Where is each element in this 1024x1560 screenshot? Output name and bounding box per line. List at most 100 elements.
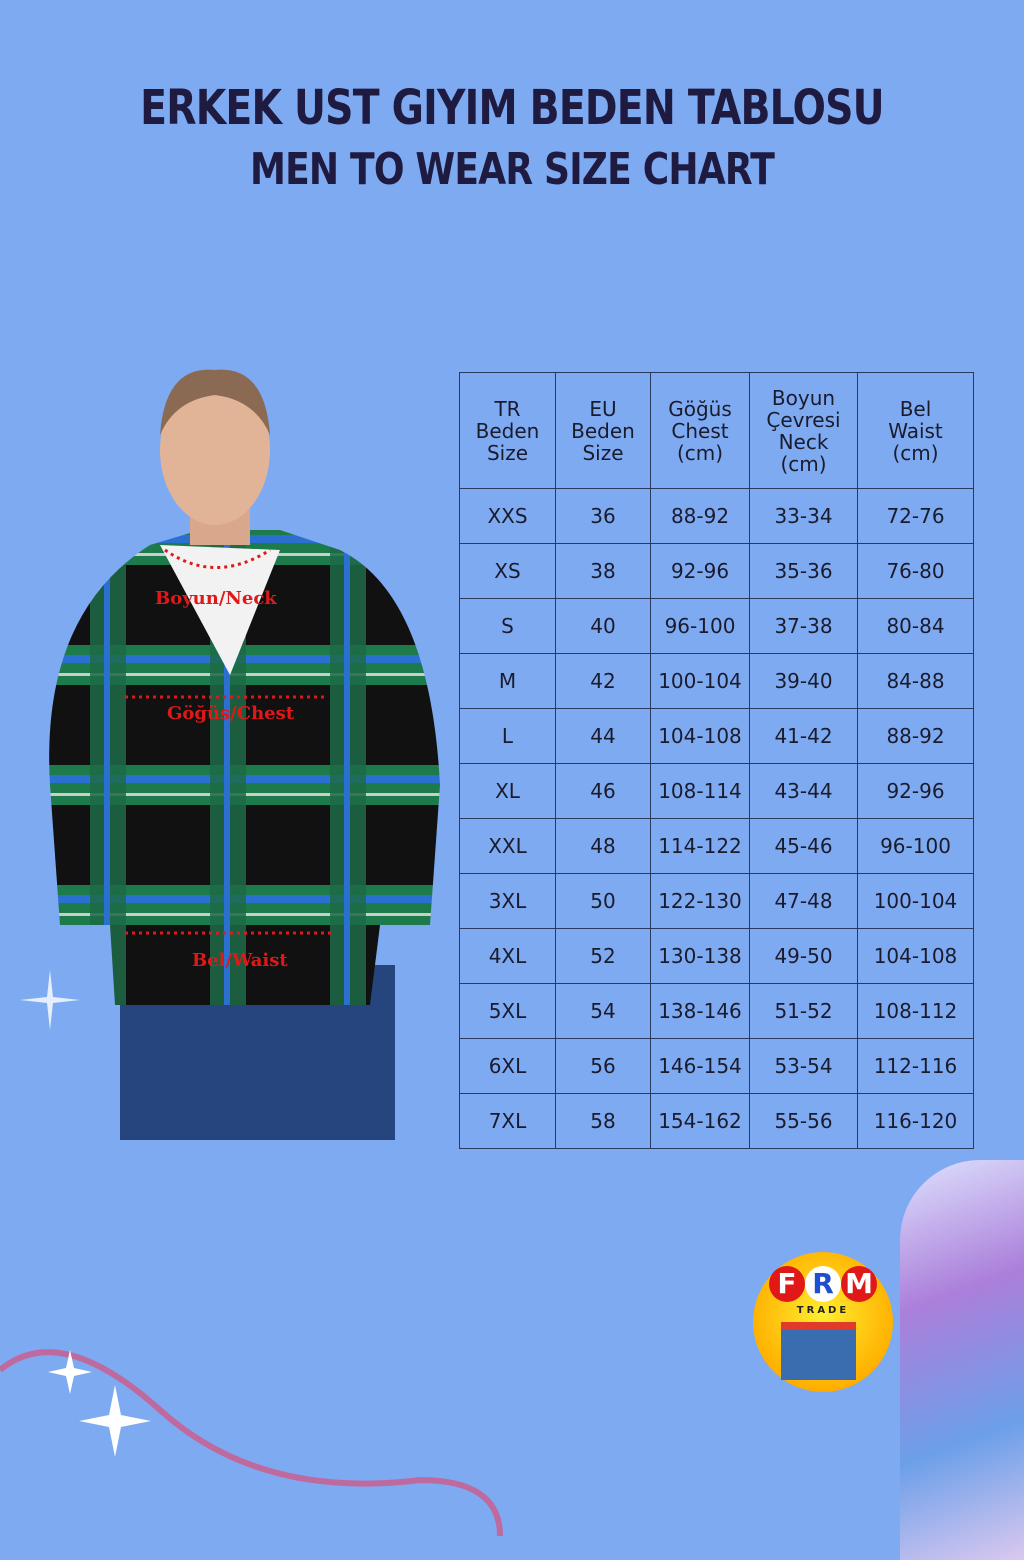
column-header: Göğüs Chest (cm) xyxy=(650,372,750,489)
frm-trade-logo: F R M TRADE xyxy=(753,1252,893,1392)
table-cell: 88-92 xyxy=(650,488,750,544)
table-cell: 44 xyxy=(555,708,651,764)
shop-icon xyxy=(781,1322,856,1380)
table-cell: 42 xyxy=(555,653,651,709)
table-cell: 56 xyxy=(555,1038,651,1094)
table-cell: 3XL xyxy=(459,873,556,929)
sparkle-icon xyxy=(20,970,80,1030)
column-header-line: Neck xyxy=(778,429,829,454)
size-chart-table: TR Beden Size EU Beden Size Göğüs Chest (cm) Boyu… xyxy=(459,372,974,1149)
table-row: 5XL 54 138-146 51-52 108-112 xyxy=(459,983,974,1039)
table-cell: 108-114 xyxy=(650,763,750,819)
table-cell: 80-84 xyxy=(857,598,974,654)
table-cell: 122-130 xyxy=(650,873,750,929)
table-cell: 130-138 xyxy=(650,928,750,984)
neck-measure-label: Boyun/Neck xyxy=(155,588,277,609)
table-cell: 55-56 xyxy=(749,1093,858,1149)
table-cell: L xyxy=(459,708,556,764)
column-header-line: TR xyxy=(494,396,521,421)
column-header-line: (cm) xyxy=(780,451,827,476)
sparkle-icon xyxy=(79,1385,151,1457)
table-cell: 96-100 xyxy=(650,598,750,654)
page-subtitle: MEN TO WEAR SIZE CHART xyxy=(250,144,775,195)
table-cell: XXL xyxy=(459,818,556,874)
column-header-line: Çevresi xyxy=(766,407,841,432)
table-row: 7XL 58 154-162 55-56 116-120 xyxy=(459,1093,974,1149)
column-header-line: Size xyxy=(582,440,624,465)
table-row: 6XL 56 146-154 53-54 112-116 xyxy=(459,1038,974,1094)
table-cell: 108-112 xyxy=(857,983,974,1039)
table-cell: 100-104 xyxy=(857,873,974,929)
column-header-line: Bel xyxy=(899,396,932,421)
table-row: L 44 104-108 41-42 88-92 xyxy=(459,708,974,764)
column-header-line: Chest xyxy=(671,418,729,443)
table-cell: 45-46 xyxy=(749,818,858,874)
table-cell: 52 xyxy=(555,928,651,984)
table-cell: 146-154 xyxy=(650,1038,750,1094)
table-cell: 49-50 xyxy=(749,928,858,984)
table-cell: 4XL xyxy=(459,928,556,984)
waist-measure-label: Bel/Waist xyxy=(192,950,288,971)
table-cell: 72-76 xyxy=(857,488,974,544)
logo-letter: F xyxy=(769,1266,805,1302)
logo-letter: M xyxy=(841,1266,877,1302)
table-cell: 43-44 xyxy=(749,763,858,819)
table-cell: 35-36 xyxy=(749,543,858,599)
table-cell: 100-104 xyxy=(650,653,750,709)
table-cell: 114-122 xyxy=(650,818,750,874)
chest-measure-label: Göğüs/Chest xyxy=(167,703,295,724)
table-cell: 39-40 xyxy=(749,653,858,709)
table-cell: 6XL xyxy=(459,1038,556,1094)
table-cell: 38 xyxy=(555,543,651,599)
column-header-line: Boyun xyxy=(771,385,836,410)
table-cell: 37-38 xyxy=(749,598,858,654)
table-cell: 41-42 xyxy=(749,708,858,764)
table-cell: 104-108 xyxy=(857,928,974,984)
page-title: ERKEK UST GIYIM BEDEN TABLOSU xyxy=(140,80,884,136)
table-row: XXL 48 114-122 45-46 96-100 xyxy=(459,818,974,874)
table-cell: 51-52 xyxy=(749,983,858,1039)
logo-subtitle: TRADE xyxy=(796,1305,850,1316)
table-cell: 33-34 xyxy=(749,488,858,544)
table-cell: 138-146 xyxy=(650,983,750,1039)
table-row: 4XL 52 130-138 49-50 104-108 xyxy=(459,928,974,984)
table-cell: 47-48 xyxy=(749,873,858,929)
decorative-wave xyxy=(0,1349,503,1536)
column-header-line: (cm) xyxy=(892,440,939,465)
column-header: Bel Waist (cm) xyxy=(857,372,974,489)
column-header-line: EU xyxy=(589,396,617,421)
table-cell: 116-120 xyxy=(857,1093,974,1149)
column-header-line: Beden xyxy=(475,418,540,443)
column-header-line: Beden xyxy=(571,418,635,443)
column-header-line: Waist xyxy=(888,418,943,443)
table-row: 3XL 50 122-130 47-48 100-104 xyxy=(459,873,974,929)
table-cell: 5XL xyxy=(459,983,556,1039)
table-cell: 104-108 xyxy=(650,708,750,764)
table-cell: M xyxy=(459,653,556,709)
table-cell: 7XL xyxy=(459,1093,556,1149)
table-cell: 54 xyxy=(555,983,651,1039)
column-header: TR Beden Size xyxy=(459,372,556,489)
table-row: XS 38 92-96 35-36 76-80 xyxy=(459,543,974,599)
table-row: S 40 96-100 37-38 80-84 xyxy=(459,598,974,654)
table-cell: 92-96 xyxy=(857,763,974,819)
decorative-holographic-shape xyxy=(900,1160,1024,1560)
column-header-line: (cm) xyxy=(676,440,724,465)
table-cell: 92-96 xyxy=(650,543,750,599)
table-cell: 96-100 xyxy=(857,818,974,874)
table-cell: 48 xyxy=(555,818,651,874)
table-cell: 88-92 xyxy=(857,708,974,764)
table-cell: S xyxy=(459,598,556,654)
table-row: XXS 36 88-92 33-34 72-76 xyxy=(459,488,974,544)
logo-letter: R xyxy=(805,1266,841,1302)
column-header-line: Size xyxy=(486,440,529,465)
column-header: EU Beden Size xyxy=(555,372,651,489)
column-header-line: Göğüs xyxy=(668,396,732,421)
table-cell: 46 xyxy=(555,763,651,819)
table-cell: 50 xyxy=(555,873,651,929)
model-photo xyxy=(20,365,450,1149)
table-cell: XL xyxy=(459,763,556,819)
table-cell: 112-116 xyxy=(857,1038,974,1094)
table-cell: 53-54 xyxy=(749,1038,858,1094)
table-cell: 40 xyxy=(555,598,651,654)
